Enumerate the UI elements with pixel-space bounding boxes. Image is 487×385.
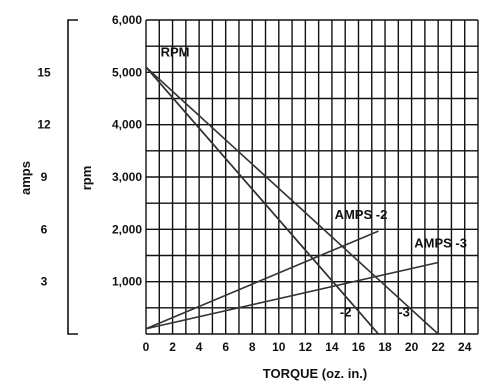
rpm-tick-label: 6,000 [112,13,142,27]
chart-labels: TORQUE (oz. in.) rpm amps 0 2 4 6 8 10 12 14 16 1… [18,13,472,381]
x-tick-label: 20 [405,340,419,354]
amps-tick-label: 6 [41,222,48,236]
series-annotation: AMPS -2 [335,207,388,222]
rpm-tick-label: 2,000 [112,222,142,236]
x-tick-label: 16 [352,340,366,354]
x-tick-label: 6 [222,340,229,354]
x-tick-label: 18 [378,340,392,354]
amps-axis-title: amps [18,161,33,195]
series-line [145,66,380,335]
x-axis-title: TORQUE (oz. in.) [263,366,367,381]
rpm-tick-label: 3,000 [112,170,142,184]
x-tick-label: 4 [196,340,203,354]
x-tick-label: 14 [325,340,339,354]
x-tick-label: 22 [431,340,445,354]
x-tick-label: 0 [143,340,150,354]
series-lines [145,66,439,335]
x-tick-label: 12 [299,340,313,354]
amps-tick-label: 12 [37,118,51,132]
series-annotation: AMPS -3 [414,236,467,251]
series-annotation: RPM [161,45,190,60]
x-tick-label: 8 [249,340,256,354]
grid [67,19,479,335]
x-tick-label: 24 [458,340,472,354]
series-line [145,230,379,330]
series-line [145,66,439,335]
x-tick-label: 10 [272,340,286,354]
rpm-tick-label: 1,000 [112,275,142,289]
rpm-tick-label: 5,000 [112,65,142,79]
rpm-tick-label: 4,000 [112,118,142,132]
series-annotation: -2 [340,305,352,320]
amps-tick-label: 3 [41,275,48,289]
amps-axis-bracket [67,19,78,335]
amps-tick-label: 15 [37,65,51,79]
x-tick-label: 2 [169,340,176,354]
series-line [145,261,439,330]
rpm-axis-title: rpm [79,166,94,191]
amps-tick-label: 9 [41,170,48,184]
series-annotation: -3 [398,305,410,320]
